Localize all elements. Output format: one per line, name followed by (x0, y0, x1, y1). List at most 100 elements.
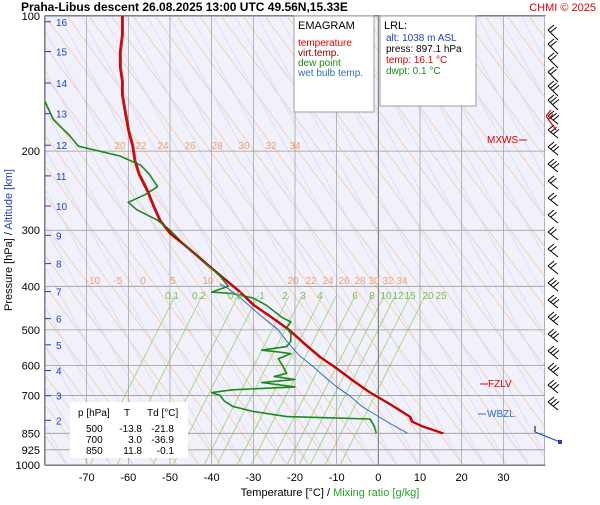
adiabat-label: 24 (322, 276, 334, 287)
lrl-pressure: press: 897.1 hPa (386, 44, 462, 55)
mixing-ratio-label: 3 (300, 291, 306, 302)
level-table: p [hPa] T Td [°C] 500 -13.8 -21.8 700 3.… (70, 402, 188, 458)
pressure-tick-label: 700 (22, 390, 40, 402)
isotherm-line (124, 16, 376, 465)
wind-barb-max-flag (545, 109, 552, 117)
altitude-tick-label: 13 (56, 110, 68, 121)
level-wbzl: WBZL (487, 409, 515, 420)
wind-barb (547, 158, 560, 173)
mixing-ratio-line (216, 295, 303, 465)
x-tick-label: -50 (162, 472, 178, 484)
adiabat-label: 30 (368, 276, 380, 287)
mixing-ratio-label: 6 (352, 291, 358, 302)
x-axis-title: Temperature [°C] / Mixing ratio [g/kg] (241, 487, 420, 499)
isotherm-line (234, 16, 486, 465)
wind-barb (547, 38, 559, 55)
dry-adiabat-line (0, 16, 1, 465)
altitude-tick-label: 5 (56, 341, 62, 352)
isotherm-line (0, 16, 1, 465)
mixing-ratio-label: 0.1 (165, 291, 179, 302)
table-row-850-td: -0.1 (157, 446, 175, 457)
wind-barb-max (545, 115, 557, 131)
legend-item-virt-temp: virt.temp. (298, 48, 339, 59)
dry-adiabat-line (45, 344, 134, 465)
dry-adiabat-line (45, 16, 376, 465)
wind-barb (547, 243, 559, 258)
adiabat-label: 10 (202, 276, 214, 287)
mixing-ratio-line (298, 295, 385, 465)
x-axis-sep: / (327, 487, 331, 499)
adiabat-label: 20 (287, 276, 299, 287)
dry-adiabat-line (88, 16, 420, 465)
pressure-tick-label: 600 (22, 360, 40, 372)
mixing-ratio-label: 8 (369, 291, 375, 302)
series-line-dew-point (45, 101, 378, 434)
dry-adiabat-line (45, 254, 200, 465)
altitude-tick-label: 6 (56, 315, 62, 326)
mixing-ratio-label: 10 (380, 291, 392, 302)
adiabat-label: 26 (184, 141, 196, 152)
dry-adiabat-line (45, 45, 354, 465)
series-line-virt-temp (121, 16, 445, 434)
isotherm-line (45, 187, 200, 465)
lrl-dewpoint: dwpt: 0.1 °C (386, 66, 441, 77)
lrl-altitude: alt: 1038 m ASL (386, 33, 457, 44)
adiabat-label: 20 (114, 141, 126, 152)
adiabat-label: 0 (140, 276, 146, 287)
wind-barb (547, 80, 560, 97)
isotherm-line (58, 16, 310, 465)
wind-barb (547, 362, 560, 377)
dry-adiabat-line (154, 16, 486, 465)
wind-barb (547, 175, 559, 190)
credit-text: CHMI © 2025 (529, 2, 596, 14)
pressure-tick-label: 1000 (16, 460, 40, 472)
wind-barb (547, 328, 560, 343)
mixing-ratio-line (339, 295, 426, 465)
legend-title: EMAGRAM (298, 20, 355, 32)
adiabat-label: 30 (238, 141, 250, 152)
legend-box: EMAGRAM temperature virt.temp. dew point… (293, 15, 375, 113)
altitude-tick-label: 16 (56, 18, 68, 29)
adiabat-label: 24 (157, 141, 169, 152)
lrl-box: LRL: alt: 1038 m ASL press: 897.1 hPa te… (379, 15, 477, 107)
dry-adiabat-line (462, 16, 545, 129)
isotherm-line (45, 227, 178, 465)
isotherm-line (102, 16, 354, 465)
mixing-ratio-label: 2 (282, 291, 288, 302)
adiabat-label: 22 (305, 276, 317, 287)
altitude-tick-label: 14 (56, 79, 68, 90)
adiabat-label: 34 (396, 276, 408, 287)
x-tick-label: -40 (204, 472, 220, 484)
wind-barb (547, 294, 560, 309)
dry-adiabat-line (110, 16, 442, 465)
wind-barb-surface (534, 431, 561, 443)
table-row-700-td: -36.9 (151, 435, 174, 446)
altitude-tick-label: 11 (56, 172, 67, 183)
wind-barb-max-flag (547, 113, 554, 121)
pressure-tick-label: 925 (22, 445, 40, 457)
adiabat-label: 32 (265, 141, 277, 152)
wind-barb (547, 94, 560, 111)
altitude-tick-label: 2 (56, 416, 62, 427)
adiabat-label: 28 (354, 276, 366, 287)
level-mxws: MXWS (487, 135, 518, 146)
x-tick-label: 0 (375, 472, 381, 484)
wind-barb (547, 66, 559, 83)
y-axis-pressure-label: Pressure [hPa] (3, 238, 15, 311)
level-markers: MXWS FZLV WBZL (478, 135, 527, 420)
pressure-tick-label: 500 (22, 325, 40, 337)
x-tick-label: 10 (414, 472, 426, 484)
wind-barb (547, 226, 559, 241)
altitude-tick-label: 12 (56, 141, 68, 152)
mixing-ratio-label: 25 (435, 291, 447, 302)
mixing-ratio-label: 20 (422, 291, 434, 302)
x-tick-label: -70 (79, 472, 95, 484)
wind-barb (547, 311, 560, 326)
table-row-500-td: -21.8 (151, 424, 174, 435)
dry-adiabat-line (484, 16, 545, 99)
mixing-ratio-label: 15 (404, 291, 416, 302)
series-line-wet-bulb-temp- (219, 283, 408, 434)
adiabat-label: 28 (211, 141, 223, 152)
x-axis-mix-label: Mixing ratio [g/kg] (333, 487, 419, 499)
